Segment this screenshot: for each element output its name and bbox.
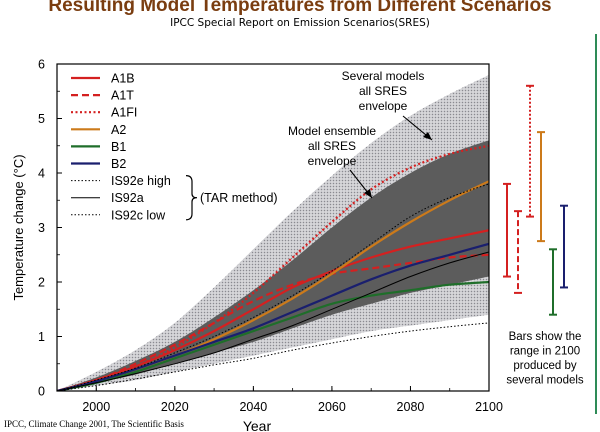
- y-tick-label: 0: [38, 385, 45, 399]
- legend-label: B2: [111, 157, 126, 171]
- x-tick-label: 2100: [475, 400, 503, 414]
- series-line-a1t: [57, 253, 489, 391]
- inner-envelope: [57, 140, 489, 391]
- y-axis-label: Temperature change (°C): [11, 154, 26, 300]
- annotation-outer-envelope: Several models: [342, 69, 425, 83]
- x-tick-label: 2040: [239, 400, 267, 414]
- x-tick-label: 2020: [161, 400, 189, 414]
- legend-label: IS92a: [111, 191, 144, 205]
- range-bars-note: produced by: [513, 360, 577, 372]
- y-tick-label: 5: [38, 112, 45, 126]
- y-tick-label: 3: [38, 221, 45, 235]
- y-tick-label: 6: [38, 58, 45, 72]
- legend-brace: [185, 175, 198, 221]
- y-tick-label: 1: [38, 330, 45, 344]
- x-tick-label: 2060: [318, 400, 346, 414]
- legend-label: A1T: [111, 89, 134, 103]
- range-bars-note: range in 2100: [510, 346, 580, 358]
- annotation-outer-envelope: all SRES: [359, 84, 407, 98]
- annotation-outer-envelope: envelope: [359, 99, 408, 113]
- chart-title: Resulting Model Temperatures from Differ…: [48, 0, 552, 16]
- series-line-is92a: [57, 251, 489, 391]
- source-credit: IPCC, Climate Change 2001, The Scientifi…: [4, 419, 184, 429]
- series-line-is92e-high: [57, 183, 489, 391]
- range-bars-note: several models: [506, 375, 584, 387]
- legend-label: A2: [111, 123, 126, 137]
- range-bars-note: Bars show the: [509, 331, 582, 343]
- annotation-inner-envelope: envelope: [308, 154, 357, 168]
- series-line-a1b: [57, 229, 489, 391]
- y-tick-label: 2: [38, 276, 45, 290]
- series-line-a1fi: [57, 144, 489, 391]
- x-tick-label: 2080: [397, 400, 425, 414]
- chart-subtitle: IPCC Special Report on Emission Scenario…: [170, 17, 430, 29]
- legend-label: A1FI: [111, 106, 137, 120]
- x-tick-label: 2000: [82, 400, 110, 414]
- annotation-inner-envelope: all SRES: [308, 139, 356, 153]
- annotation-arrowhead-outer: [423, 132, 432, 140]
- y-tick-label: 4: [38, 167, 45, 181]
- series-line-b2: [57, 242, 489, 391]
- legend-label: IS92e high: [111, 174, 171, 188]
- legend-label: IS92c low: [111, 208, 166, 222]
- annotation-arrowhead-inner: [364, 189, 372, 198]
- series-line-b1: [57, 280, 489, 391]
- legend-label: B1: [111, 140, 126, 154]
- annotation-inner-envelope: Model ensemble: [288, 124, 376, 138]
- page-divider: [595, 34, 597, 414]
- series-line-is92c-low: [57, 322, 489, 391]
- legend-group-label: (TAR method): [200, 191, 278, 205]
- x-axis-label: Year: [243, 418, 272, 432]
- legend-label: A1B: [111, 72, 135, 86]
- outer-envelope: [57, 74, 489, 391]
